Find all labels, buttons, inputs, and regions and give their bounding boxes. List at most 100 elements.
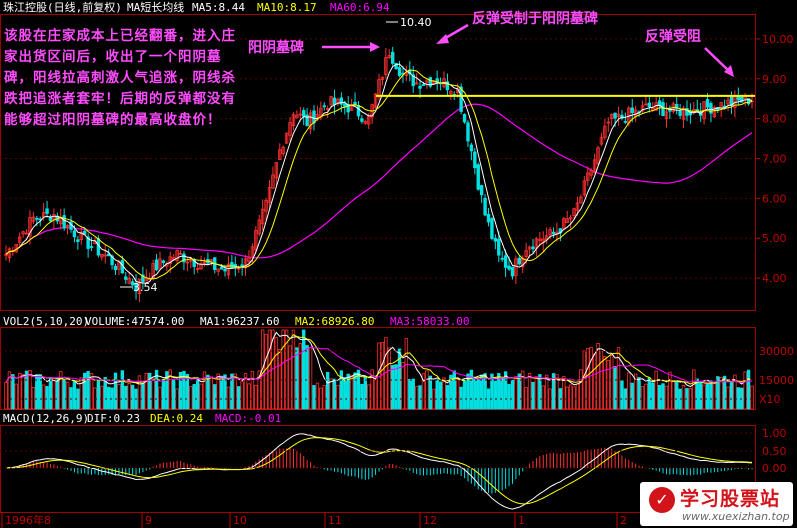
candle-up (712, 107, 717, 117)
volume-bar (223, 374, 227, 410)
volume-bar (445, 385, 450, 410)
macd-panel-frame (0, 425, 756, 513)
candle-up (257, 219, 261, 235)
price-tick-label: 10.00 (762, 33, 794, 46)
candle-down (613, 112, 617, 119)
volume-bar (247, 383, 251, 410)
volume-bar (216, 373, 220, 410)
candle-up (127, 278, 131, 284)
volume-bar (462, 379, 467, 410)
volume-bar (432, 388, 436, 410)
volume-bar (117, 384, 121, 410)
volume-bar (459, 386, 463, 410)
candle-down (182, 253, 186, 263)
volume-bar (349, 374, 354, 410)
candle-up (664, 111, 669, 120)
volume-bar (356, 369, 361, 410)
candle-down (223, 268, 227, 272)
high-label: 10.40 (400, 16, 432, 29)
volume-bar (507, 383, 511, 410)
candle-down (620, 114, 624, 119)
candle-down (497, 238, 501, 256)
volume-bar (592, 353, 597, 410)
volume-bar (353, 372, 357, 410)
volume-bar (240, 381, 244, 410)
candle-down (390, 51, 395, 64)
volume-bar (79, 377, 83, 410)
volume-bar (254, 384, 258, 410)
candle-up (31, 216, 36, 222)
x-tick-label: 12 (423, 514, 437, 527)
vol-ma3: MA3:58033.00 (390, 315, 469, 328)
candle-down (476, 164, 480, 190)
candle-down (332, 97, 337, 106)
candle-up (589, 169, 593, 176)
candle-down (219, 266, 224, 270)
volume-bar (722, 375, 727, 410)
candle-down (740, 96, 744, 103)
candle-down (397, 67, 402, 76)
volume-bar (257, 370, 261, 410)
volume-bar (264, 333, 268, 410)
candle-down (346, 104, 350, 113)
volume-bar (726, 386, 730, 410)
price-tick-label: 6.00 (762, 192, 787, 205)
candle-down (322, 105, 326, 108)
candle-down (83, 230, 87, 235)
candle-up (592, 159, 597, 173)
volume-bar (476, 379, 480, 410)
ma10-line (5, 69, 753, 280)
macd-tick-label: 1.00 (762, 427, 787, 440)
macd-value: MACD:-0.01 (215, 412, 281, 425)
volume-bar (336, 384, 340, 410)
volume-bar (712, 382, 717, 410)
macd-tick-label: 0.00 (762, 462, 787, 475)
volume-bar (100, 385, 104, 410)
candle-up (325, 108, 330, 110)
candle-down (418, 85, 422, 89)
volume-bar (124, 385, 128, 410)
volume-bar (544, 374, 549, 410)
volume-bar (668, 371, 672, 410)
volume-bar (226, 386, 231, 410)
volume-bar (93, 387, 97, 410)
candle-down (623, 120, 628, 123)
volume-bar (267, 329, 272, 410)
candle-up (243, 258, 248, 269)
volume-bar (360, 383, 364, 410)
candle-up (175, 250, 179, 261)
price-tick-label: 7.00 (762, 153, 787, 166)
volume-tick-label: 15000 (759, 374, 794, 387)
volume-bar (640, 386, 645, 410)
candle-down (500, 257, 504, 260)
candle-up (65, 225, 70, 228)
candle-up (295, 114, 299, 119)
low-label: 3.54 (133, 281, 158, 294)
volume-bar (493, 380, 498, 410)
volume-bar (96, 379, 101, 410)
volume-bar (55, 378, 60, 410)
volume-bar (339, 370, 344, 410)
candle-up (599, 136, 604, 145)
volume-bar (466, 373, 470, 410)
vol-label: VOL2(5,10,20) (3, 315, 89, 328)
candle-up (575, 202, 580, 211)
volume-bar (322, 385, 326, 410)
candle-down (531, 246, 535, 250)
candle-down (428, 77, 433, 87)
volume-bar (719, 376, 723, 410)
volume-bar (421, 373, 426, 410)
annotation-tombstone: 阳阴墓碑 (248, 39, 304, 56)
candle-down (305, 114, 309, 127)
candle-up (288, 122, 292, 136)
volume-bar (343, 377, 347, 410)
candle-down (154, 259, 159, 271)
volume-bar (86, 370, 90, 410)
vol-ma1: MA1:96237.60 (200, 315, 279, 328)
volume-bar (746, 369, 751, 410)
volume-bar (236, 386, 241, 410)
candle-up (284, 132, 289, 144)
volume-bar (28, 369, 32, 410)
price-tick-label: 4.00 (762, 272, 787, 285)
